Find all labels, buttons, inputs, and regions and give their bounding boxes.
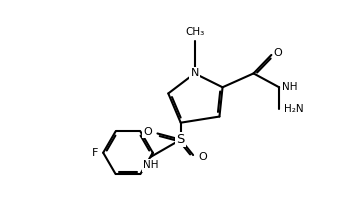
Text: NH: NH <box>144 160 159 170</box>
Text: O: O <box>198 152 207 162</box>
Text: CH₃: CH₃ <box>185 27 204 37</box>
Text: O: O <box>274 48 282 58</box>
Text: N: N <box>190 68 199 78</box>
Text: H₂N: H₂N <box>284 104 303 114</box>
Text: F: F <box>92 148 98 158</box>
Text: O: O <box>143 127 152 137</box>
Text: S: S <box>176 133 185 146</box>
Text: NH: NH <box>282 82 298 92</box>
